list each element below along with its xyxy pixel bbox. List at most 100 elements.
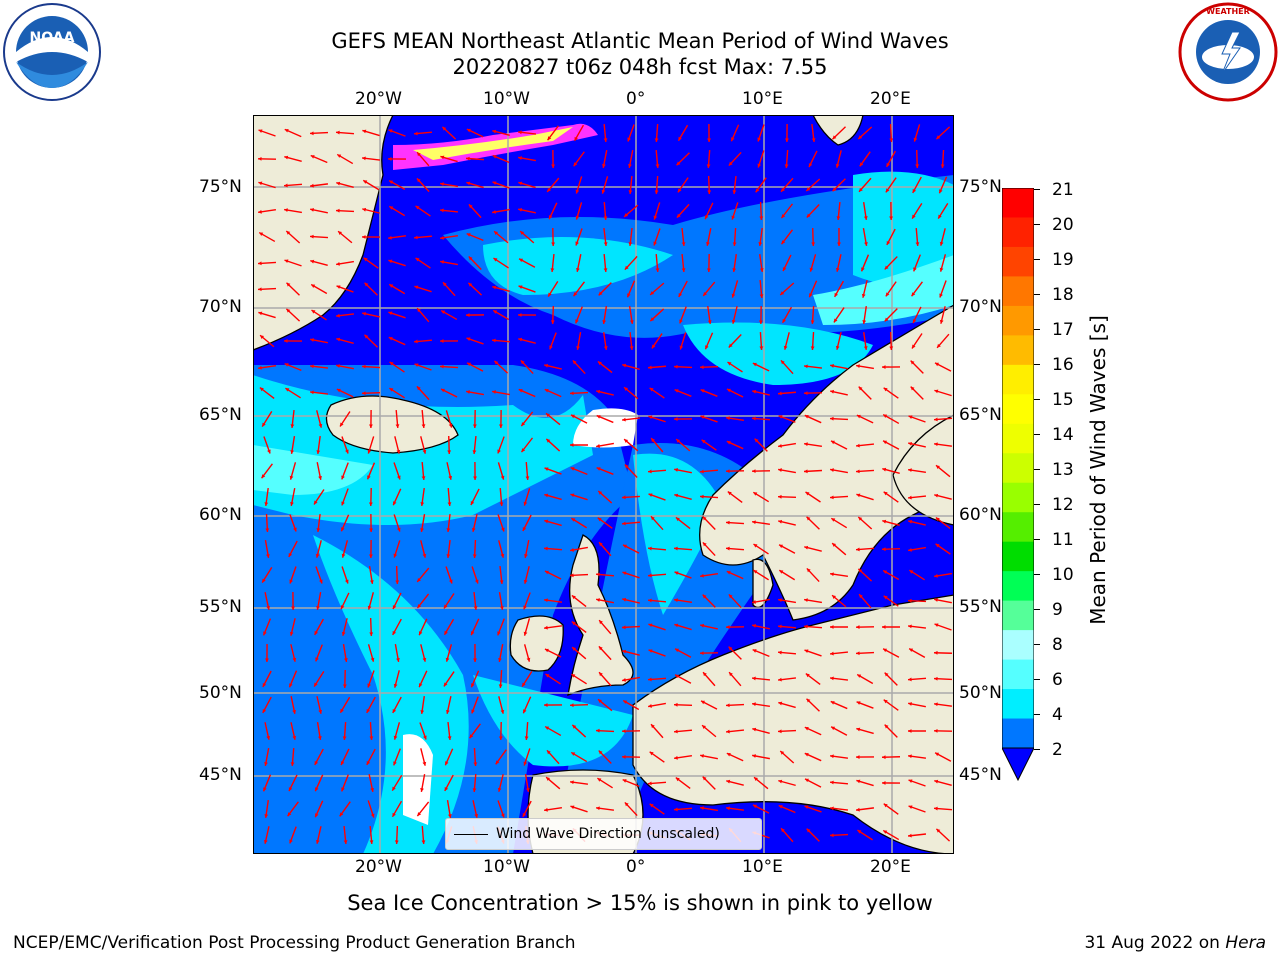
wave-direction-arrowhead — [726, 625, 730, 630]
wave-direction-arrowhead — [310, 208, 315, 212]
colorbar-extend-triangle — [1001, 747, 1035, 782]
wave-direction-arrowhead — [258, 209, 262, 214]
wave-direction-arrowhead — [830, 651, 834, 656]
wave-direction-arrowhead — [651, 344, 656, 349]
wave-direction-arrowhead — [468, 256, 473, 261]
wave-direction-arrowhead — [575, 319, 579, 324]
wave-direction-arrowhead — [804, 391, 808, 396]
wave-direction-arrowhead — [915, 164, 920, 168]
wave-direction-arrowhead — [806, 187, 811, 192]
lon-label-bottom-20e: 20°E — [870, 857, 911, 877]
wave-direction-arrowhead — [886, 240, 891, 245]
wave-direction-arrowhead — [420, 528, 424, 532]
wave-direction-arrowhead — [700, 389, 705, 393]
wave-direction-arrowhead — [547, 187, 551, 192]
wave-direction-arrowhead — [908, 624, 912, 629]
wave-direction-arrowhead — [284, 129, 289, 133]
wave-direction-arrowhead — [700, 415, 705, 420]
wave-direction-arrowhead — [679, 319, 683, 324]
wave-direction-arrowhead — [889, 138, 894, 142]
wave-direction-arrowhead — [396, 475, 401, 480]
wave-direction-arrowhead — [726, 806, 730, 811]
wave-direction-arrowhead — [467, 362, 472, 367]
colorbar-tick — [1034, 329, 1040, 330]
wave-direction-arrowhead — [830, 833, 834, 838]
wave-direction-arrowhead — [934, 493, 939, 498]
wave-direction-arrowhead — [389, 361, 394, 366]
wave-direction-arrowhead — [622, 779, 627, 783]
wave-direction-arrowhead — [806, 828, 811, 833]
wave-direction-arrowhead — [780, 291, 785, 295]
wave-direction-arrowhead — [497, 787, 502, 792]
wave-direction-arrowhead — [649, 803, 654, 808]
wave-direction-arrowhead — [934, 362, 939, 367]
wave-direction-arrowhead — [366, 708, 371, 713]
wave-direction-arrowhead — [524, 736, 529, 740]
wave-direction-arrowhead — [421, 840, 426, 844]
wave-direction-arrowhead — [440, 364, 444, 369]
map-legend: Wind Wave Direction (unscaled) — [445, 818, 762, 850]
wave-direction-arrowhead — [290, 762, 295, 766]
wave-direction-arrowhead — [572, 724, 577, 729]
wave-direction-arrowhead — [392, 708, 397, 713]
wave-direction-arrowhead — [830, 780, 834, 785]
wave-direction-arrowhead — [472, 788, 477, 792]
wave-direction-arrowhead — [345, 449, 349, 454]
wave-direction-arrowhead — [863, 346, 868, 350]
wave-direction-arrowhead — [544, 703, 548, 707]
wave-direction-arrowhead — [598, 750, 603, 755]
wave-direction-arrowhead — [518, 313, 522, 317]
wave-direction-arrowhead — [417, 812, 422, 817]
wave-direction-arrowhead — [726, 752, 731, 757]
wave-direction-arrowhead — [677, 188, 682, 193]
wave-direction-arrowhead — [755, 188, 760, 193]
wave-direction-arrowhead — [622, 678, 626, 682]
wave-direction-arrowhead — [804, 442, 808, 447]
svg-text:NOAA: NOAA — [30, 30, 75, 46]
wave-direction-arrowhead — [492, 155, 497, 159]
wave-direction-arrowhead — [472, 424, 477, 428]
wave-direction-arrowhead — [570, 780, 574, 785]
wave-direction-arrowhead — [570, 443, 574, 447]
wave-direction-arrowhead — [422, 761, 427, 766]
wave-direction-arrowhead — [603, 138, 608, 142]
wave-direction-arrowhead — [388, 337, 393, 341]
wave-direction-arrowhead — [882, 625, 886, 629]
wave-direction-arrowhead — [596, 444, 600, 448]
wave-direction-arrowhead — [830, 676, 834, 681]
wave-direction-arrowhead — [674, 571, 679, 575]
wave-direction-arrowhead — [603, 242, 608, 246]
wave-direction-arrowhead — [599, 620, 603, 625]
wave-direction-arrowhead — [831, 518, 836, 522]
wave-direction-arrowhead — [520, 231, 525, 235]
wave-direction-arrowhead — [472, 450, 477, 454]
wave-direction-arrowhead — [596, 572, 600, 577]
wave-direction-arrowhead — [341, 631, 346, 636]
wave-direction-arrowhead — [440, 388, 445, 393]
wave-direction-arrowhead — [284, 183, 288, 188]
wave-direction-arrowhead — [523, 761, 528, 766]
wave-direction-arrowhead — [545, 413, 550, 418]
wave-direction-arrowhead — [759, 216, 764, 220]
wave-direction-arrowhead — [550, 268, 555, 272]
wave-direction-arrowhead — [650, 317, 655, 322]
wave-direction-arrowhead — [804, 415, 809, 419]
wave-direction-arrowhead — [676, 439, 681, 443]
wave-direction-arrowhead — [287, 812, 292, 817]
wave-direction-arrowhead — [676, 161, 681, 166]
wave-direction-arrowhead — [732, 190, 737, 194]
wave-direction-arrowhead — [468, 282, 473, 287]
wave-direction-arrowhead — [547, 136, 552, 141]
wave-direction-arrowhead — [622, 597, 627, 602]
wave-direction-arrowhead — [648, 623, 653, 628]
wave-direction-arrowhead — [342, 684, 347, 688]
wave-direction-arrowhead — [343, 840, 348, 844]
wave-direction-arrowhead — [596, 467, 601, 471]
wave-direction-arrowhead — [340, 422, 344, 427]
wave-direction-arrowhead — [752, 649, 757, 653]
wave-direction-arrowhead — [934, 417, 938, 422]
colorbar-tick-label: 9 — [1052, 600, 1063, 620]
wave-direction-arrowhead — [806, 698, 811, 703]
wave-direction-arrowhead — [445, 657, 450, 662]
wave-direction-arrowhead — [474, 579, 479, 584]
